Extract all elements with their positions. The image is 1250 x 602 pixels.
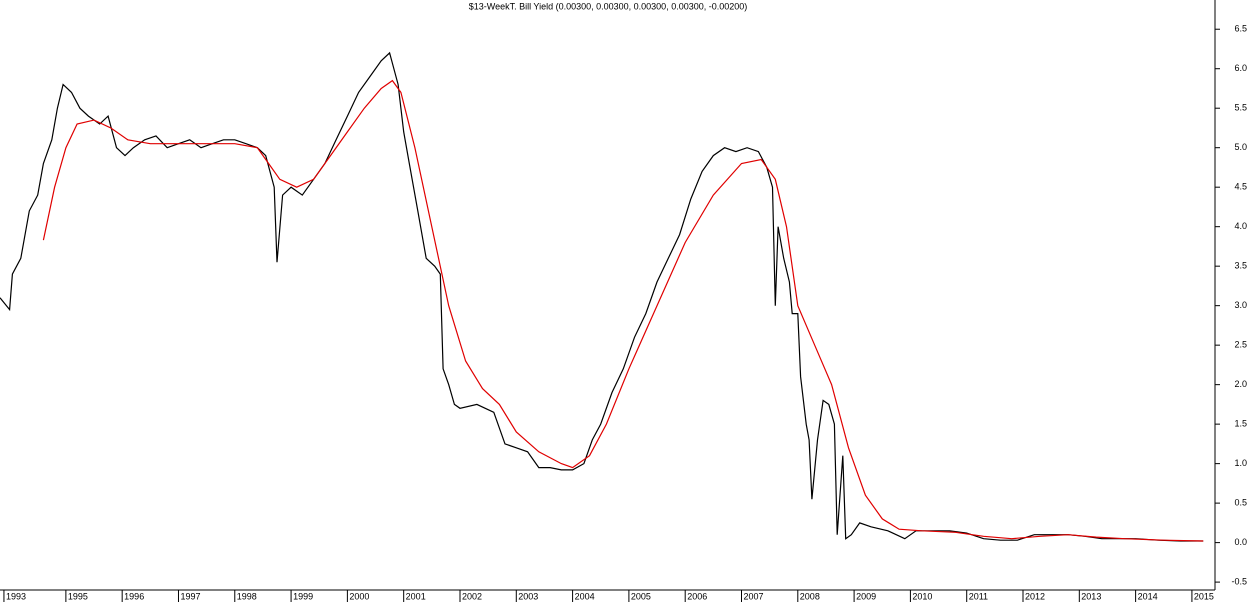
y-tick-label: 4.0 [1234, 221, 1247, 231]
series-line [42, 79, 1204, 542]
x-tick-label: 2003 [518, 591, 538, 601]
x-tick-label: 2006 [687, 591, 707, 601]
y-tick-label: -0.5 [1231, 576, 1247, 586]
x-tick-label: 2001 [406, 591, 426, 601]
x-tick-label: 1995 [68, 591, 88, 601]
y-tick-label: 1.5 [1234, 419, 1247, 429]
x-tick-label: 2013 [1081, 591, 1101, 601]
y-tick-label: 4.5 [1234, 182, 1247, 192]
series-line [0, 51, 1204, 542]
x-tick-label: 2011 [969, 591, 988, 601]
y-tick-label: 6.0 [1234, 63, 1247, 73]
x-tick-label: 1993 [6, 591, 26, 601]
y-tick-label: 2.0 [1234, 379, 1247, 389]
x-tick-label: 2000 [349, 591, 369, 601]
y-tick-label: 3.0 [1234, 300, 1247, 310]
x-tick-label: 2007 [743, 591, 763, 601]
y-tick-label: 2.5 [1234, 340, 1247, 350]
y-tick-label: 5.0 [1234, 142, 1247, 152]
y-tick-label: 3.5 [1234, 261, 1247, 271]
x-tick-label: 2008 [800, 591, 820, 601]
y-tick-label: 0.5 [1234, 497, 1247, 507]
y-tick-label: 5.5 [1234, 103, 1247, 113]
x-tick-label: 2005 [631, 591, 651, 601]
x-tick-label: 1999 [293, 591, 313, 601]
x-tick-label: 2012 [1025, 591, 1045, 601]
x-tick-label: 1996 [124, 591, 144, 601]
x-tick-label: 2015 [1194, 591, 1214, 601]
x-tick-label: 2014 [1138, 591, 1158, 601]
x-tick-label: 2002 [462, 591, 482, 601]
x-tick-label: 1997 [180, 591, 200, 601]
x-tick-label: 2009 [856, 591, 876, 601]
y-tick-label: 1.0 [1234, 458, 1247, 468]
y-tick-label: 0.0 [1234, 537, 1247, 547]
x-tick-label: 2004 [575, 591, 595, 601]
x-tick-label: 1998 [237, 591, 257, 601]
chart-title: $13-WeekT. Bill Yield (0.00300, 0.00300,… [469, 1, 748, 11]
y-tick-label: 6.5 [1234, 24, 1247, 34]
x-tick-label: 2010 [912, 591, 932, 601]
